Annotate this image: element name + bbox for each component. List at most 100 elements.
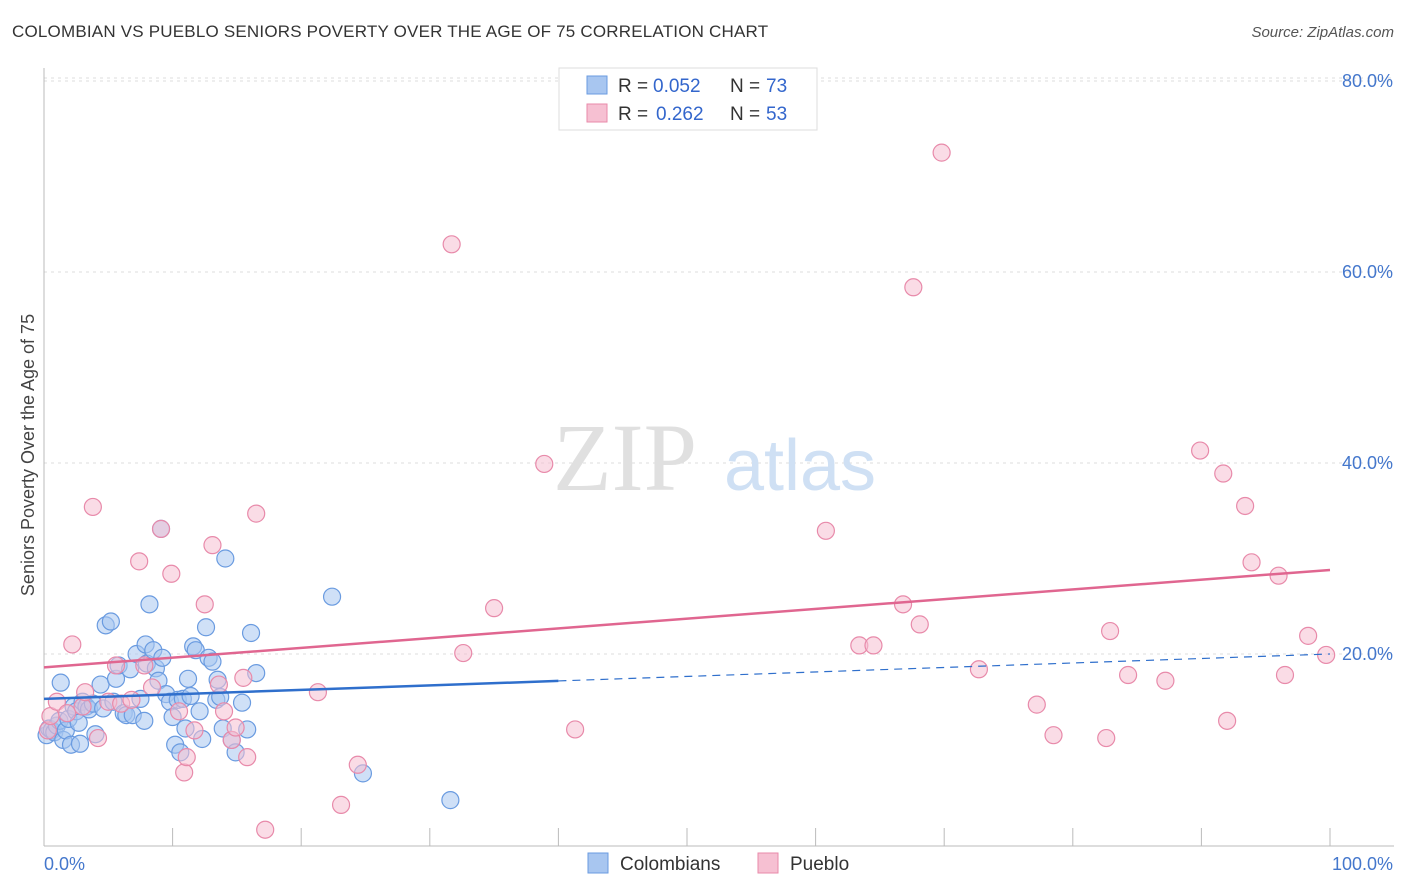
pueblo-point-34 <box>348 755 367 774</box>
pueblo-point-42 <box>864 636 883 655</box>
y-tick-label-20: 20.0% <box>1342 644 1393 664</box>
bottom-legend-colombians: Colombians <box>620 854 720 875</box>
grid-lines <box>44 77 1394 655</box>
colombians-point-63 <box>216 549 235 568</box>
colombians-point-68 <box>241 623 261 643</box>
colombians-point-70 <box>322 587 342 606</box>
colombians-point-6 <box>51 673 70 692</box>
pueblo-point-35 <box>442 235 461 254</box>
pueblo-point-40 <box>816 521 835 540</box>
bottom-legend: Colombians Pueblo <box>587 852 849 875</box>
y-axis-title: Seniors Poverty Over the Age of 75 <box>18 314 38 596</box>
pueblo-point-44 <box>904 278 923 297</box>
pueblo-point-53 <box>1156 671 1175 690</box>
bottom-legend-swatch-colombians <box>587 852 609 874</box>
watermark: ZIP atlas <box>553 404 876 511</box>
colombians-point-72 <box>441 791 460 810</box>
pueblo-point-52 <box>1118 665 1138 685</box>
colombians-point-56 <box>196 618 216 637</box>
pueblo-point-21 <box>185 721 204 740</box>
pueblo-point-46 <box>932 143 951 162</box>
trend-lines <box>43 568 1331 701</box>
pueblo-point-12 <box>122 690 141 709</box>
pueblo-point-22 <box>195 595 214 614</box>
pueblo-point-55 <box>1214 464 1233 483</box>
legend-swatch-pueblo <box>586 103 608 123</box>
legend-n-label-2: N = <box>730 104 760 125</box>
bottom-legend-swatch-pueblo <box>757 852 779 874</box>
pueblo-point-56 <box>1218 711 1237 730</box>
colombians-point-14 <box>70 734 90 753</box>
pueblo-point-3 <box>58 704 77 723</box>
x-tick-label-max: 100.0% <box>1332 854 1393 874</box>
legend-r-label-2: R = <box>618 104 648 125</box>
pueblo-point-58 <box>1242 553 1261 572</box>
pueblo-point-43 <box>893 595 913 614</box>
colombians-point-58 <box>203 652 222 671</box>
pueblo-point-15 <box>142 678 162 697</box>
pueblo-trend <box>43 568 1331 669</box>
pueblo-point-30 <box>247 504 266 523</box>
pueblo-point-19 <box>175 763 194 782</box>
pueblo-point-48 <box>1027 695 1046 714</box>
watermark-atlas: atlas <box>724 426 876 506</box>
pueblo-point-24 <box>209 675 228 694</box>
legend-n-label-1: N = <box>730 76 760 97</box>
colombians-trend-dashed <box>558 653 1331 682</box>
source-credit: Source: ZipAtlas.com <box>1251 24 1394 41</box>
legend-r-label-1: R = <box>618 76 648 97</box>
pueblo-point-33 <box>331 795 351 814</box>
pueblo-point-57 <box>1236 496 1255 516</box>
pueblo-point-51 <box>1100 621 1120 641</box>
y-tick-label-60: 60.0% <box>1342 262 1393 282</box>
colombians-point-36 <box>140 595 159 614</box>
pueblo-point-37 <box>485 599 504 618</box>
pueblo-point-50 <box>1097 728 1116 748</box>
pueblo-point-20 <box>177 748 196 767</box>
pueblo-point-32 <box>308 683 328 702</box>
pueblo-point-49 <box>1044 726 1063 745</box>
pueblo-point-25 <box>214 702 234 721</box>
bottom-legend-pueblo: Pueblo <box>790 854 849 875</box>
colombians-point-23 <box>101 612 120 631</box>
pueblo-point-23 <box>203 536 222 555</box>
pueblo-point-13 <box>130 552 149 571</box>
legend-swatch-colombians <box>586 75 608 95</box>
pueblo-point-28 <box>234 668 253 687</box>
colombians-point-66 <box>232 693 252 712</box>
colombians-point-33 <box>135 711 154 730</box>
pueblo-point-59 <box>1269 566 1288 585</box>
x-tick-label-min: 0.0% <box>44 854 85 874</box>
pueblo-point-4 <box>63 635 82 654</box>
colombians-point-50 <box>178 669 198 688</box>
legend-n-value-2: 53 <box>766 104 787 125</box>
pueblo-point-31 <box>256 820 275 839</box>
series-pueblo <box>38 143 1336 839</box>
pueblo-point-10 <box>106 656 126 675</box>
colombians-point-20 <box>91 675 110 694</box>
legend-box: R = 0.052 N = 73 R = 0.262 N = 53 <box>558 67 818 131</box>
pueblo-point-45 <box>910 615 929 634</box>
pueblo-point-17 <box>162 564 181 583</box>
pueblo-point-60 <box>1275 665 1295 685</box>
pueblo-point-29 <box>238 748 257 767</box>
pueblo-point-38 <box>535 454 554 474</box>
colombians-point-51 <box>181 686 200 706</box>
legend-r-value-1: 0.052 <box>653 76 701 97</box>
pueblo-point-36 <box>454 643 473 663</box>
pueblo-point-18 <box>169 702 189 721</box>
pueblo-point-7 <box>83 497 102 517</box>
tick-labels: 20.0% 40.0% 60.0% 80.0% 0.0% 100.0% <box>44 71 1393 874</box>
y-tick-label-40: 40.0% <box>1342 453 1393 473</box>
chart-title: COLOMBIAN VS PUEBLO SENIORS POVERTY OVER… <box>12 22 769 41</box>
pueblo-point-8 <box>88 728 108 748</box>
pueblo-point-62 <box>1317 645 1336 665</box>
pueblo-point-27 <box>226 718 245 737</box>
legend-n-value-1: 73 <box>766 76 787 97</box>
colombians-point-54 <box>190 702 209 721</box>
pueblo-point-61 <box>1299 626 1318 645</box>
axes <box>43 68 1394 847</box>
y-tick-label-80: 80.0% <box>1342 71 1393 91</box>
legend-r-value-2: 0.262 <box>656 104 704 125</box>
